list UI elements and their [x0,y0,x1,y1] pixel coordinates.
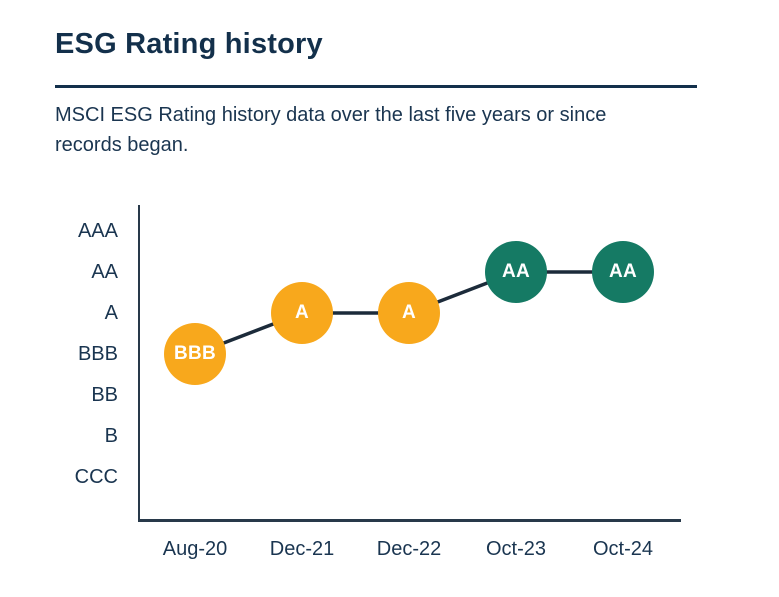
chart-description: MSCI ESG Rating history data over the la… [55,104,607,156]
x-axis-label: Dec-21 [269,538,335,560]
data-point-bubble: AA [485,241,547,303]
page-title: ESG Rating history [55,28,323,60]
y-axis-label: BBB [77,343,118,365]
data-point-bubble: A [271,282,333,344]
y-axis-line [138,205,140,520]
y-axis-label: A [104,302,118,324]
y-axis-label: B [104,425,118,447]
y-axis-label: AA [91,261,118,283]
chart-header: ESG Rating history MSCI ESG Rating histo… [55,28,703,160]
data-point-bubble: AA [592,241,654,303]
x-axis-label: Oct-24 [592,538,654,560]
x-axis-label: Oct-23 [485,538,547,560]
y-axis-label: AAA [77,220,118,242]
y-axis-label: CCC [74,466,118,488]
x-axis-label: Dec-22 [376,538,442,560]
x-axis-label: Aug-20 [162,538,228,560]
title-divider [55,85,697,88]
data-point-bubble: A [378,282,440,344]
y-axis-label: BB [91,384,118,406]
x-axis-line [138,519,681,522]
data-point-bubble: BBB [164,323,226,385]
